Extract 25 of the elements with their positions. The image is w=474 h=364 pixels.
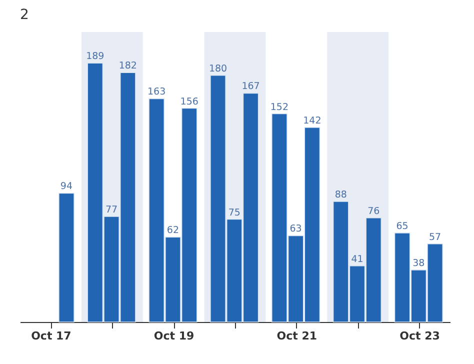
data-label: 57: [429, 232, 442, 243]
data-label: 180: [208, 63, 228, 74]
data-label: 62: [166, 225, 180, 236]
data-label: 88: [334, 189, 347, 200]
data-label: 41: [351, 254, 364, 265]
x-tick-label: Oct 17: [31, 330, 72, 342]
data-label: 182: [118, 60, 137, 72]
data-label: 94: [60, 181, 73, 192]
data-label: 142: [303, 115, 322, 126]
data-label: 77: [105, 204, 118, 216]
x-tick-label: Oct 23: [400, 330, 440, 342]
data-label: 152: [270, 102, 289, 113]
data-label: 189: [86, 51, 104, 62]
bar: [58, 192, 74, 322]
x-tick-label: Oct 19: [154, 330, 194, 342]
data-label: 63: [290, 224, 302, 235]
x-tick-label: Oct 21: [276, 330, 318, 342]
data-label: 167: [242, 81, 260, 92]
chart-title: 2: [20, 7, 29, 23]
data-label: 76: [368, 206, 380, 217]
data-label: 163: [148, 86, 166, 98]
data-label: 38: [412, 258, 425, 269]
data-label: 65: [396, 220, 408, 232]
data-label: 75: [228, 207, 240, 218]
data-label: 156: [180, 96, 198, 108]
